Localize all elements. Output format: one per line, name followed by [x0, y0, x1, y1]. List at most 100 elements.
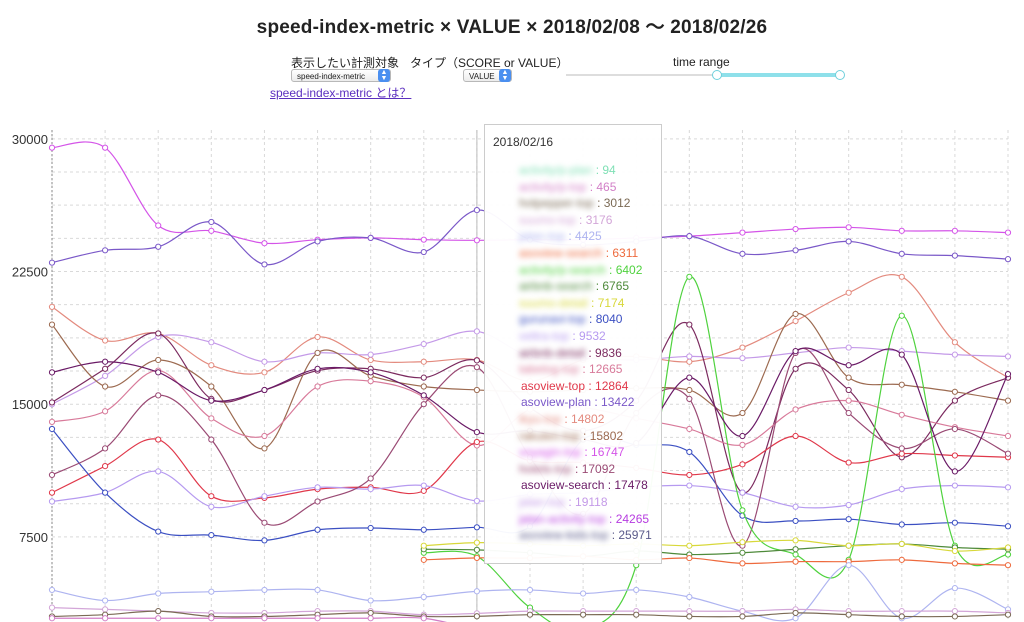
- data-point: [261, 369, 268, 376]
- data-point: [155, 330, 162, 337]
- data-point: [686, 554, 693, 562]
- data-point: [686, 374, 693, 381]
- data-point: [48, 399, 56, 406]
- tooltip-row: ikyu-top : 14802: [485, 412, 663, 426]
- data-point: [951, 482, 958, 489]
- time-range-track[interactable]: [566, 74, 840, 76]
- data-point: [155, 528, 162, 535]
- data-point: [208, 493, 215, 500]
- data-point: [208, 436, 215, 443]
- data-point: [48, 604, 56, 611]
- tooltip-row: suumo-top : 3176: [485, 213, 663, 227]
- data-point: [898, 273, 905, 280]
- data-point: [155, 436, 162, 443]
- tooltip-row: asoview-search : 6311: [485, 246, 663, 260]
- tooltip-row-value: : 14802: [561, 412, 605, 426]
- time-range-start-handle[interactable]: [711, 70, 722, 80]
- data-point: [261, 537, 268, 544]
- type-select[interactable]: VALUE ▲ ▼: [463, 69, 512, 82]
- data-point: [792, 517, 799, 525]
- data-point: [1004, 611, 1012, 618]
- data-point: [1004, 432, 1012, 440]
- tooltip-row-label: activity/p-top: [519, 179, 587, 194]
- data-point: [739, 229, 746, 236]
- data-point: [686, 613, 693, 620]
- tooltip-row: veltra-top : 9532: [485, 329, 663, 343]
- data-point: [102, 606, 109, 613]
- data-point: [473, 524, 480, 531]
- data-point: [792, 432, 799, 440]
- data-point: [155, 222, 162, 229]
- data-point: [261, 586, 268, 594]
- data-point: [686, 425, 693, 433]
- data-point: [473, 613, 480, 620]
- data-point: [473, 357, 480, 364]
- data-point: [261, 358, 268, 365]
- data-point: [898, 227, 905, 234]
- data-point: [686, 542, 693, 549]
- data-point: [898, 445, 905, 452]
- data-point: [792, 310, 799, 318]
- data-point: [155, 392, 162, 399]
- data-point: [314, 484, 321, 491]
- tooltip-row-value: : 16747: [581, 445, 625, 460]
- tooltip-row-label: voyagin-top: [519, 445, 582, 460]
- data-point: [845, 374, 852, 381]
- data-point: [420, 340, 427, 348]
- data-point: [367, 475, 374, 482]
- data-point: [686, 386, 693, 394]
- y-tick-label: 7500: [19, 530, 48, 545]
- time-range-end-handle[interactable]: [835, 70, 845, 80]
- data-point: [898, 521, 905, 528]
- data-point: [898, 450, 905, 457]
- data-point: [898, 556, 905, 563]
- target-select-value: speed-index-metric: [297, 72, 366, 81]
- data-point: [686, 358, 693, 365]
- data-point: [951, 519, 958, 526]
- data-point: [1004, 562, 1012, 569]
- data-point: [102, 383, 109, 390]
- data-point: [792, 551, 799, 558]
- data-point: [898, 411, 905, 418]
- y-tick-label: 22500: [12, 265, 48, 280]
- tooltip-row-label: rakuten-top: [519, 428, 580, 443]
- tooltip-row-value: : 6311: [602, 246, 639, 260]
- data-point: [314, 238, 321, 245]
- data-point: [102, 463, 109, 470]
- data-point: [951, 351, 958, 358]
- tooltip-row-value: : 12864: [585, 378, 629, 393]
- time-range-label: time range: [673, 55, 730, 69]
- target-select[interactable]: speed-index-metric ▲ ▼: [291, 69, 391, 82]
- data-point: [792, 537, 799, 544]
- data-point: [420, 593, 427, 601]
- data-point: [739, 489, 746, 496]
- data-point: [155, 243, 162, 250]
- data-point: [898, 381, 905, 388]
- data-point: [314, 333, 321, 341]
- tooltip-row-value: : 12665: [579, 362, 623, 377]
- data-point: [261, 493, 268, 500]
- data-point: [473, 328, 480, 335]
- data-point: [580, 590, 587, 597]
- data-point: [951, 608, 958, 615]
- tooltip-row-label: jalan-activity-top: [519, 511, 606, 526]
- data-point: [951, 252, 958, 259]
- tooltip-row-value: : 94: [592, 163, 616, 177]
- tooltip-row: voyagin-top : 16747: [485, 445, 663, 459]
- data-point: [48, 303, 56, 310]
- data-point: [845, 362, 852, 369]
- tooltip-row: asoview-kids-top : 25971: [485, 528, 663, 542]
- data-point: [845, 224, 852, 231]
- data-point: [208, 339, 215, 346]
- data-point: [420, 542, 427, 549]
- data-point: [367, 524, 374, 532]
- data-point: [792, 406, 799, 413]
- data-point: [48, 615, 56, 622]
- data-point: [208, 397, 215, 404]
- tooltip-row-value: : 6402: [605, 262, 643, 277]
- help-link[interactable]: speed-index-metric とは？: [270, 86, 412, 100]
- data-point: [314, 498, 321, 505]
- data-point: [633, 611, 640, 618]
- data-point: [792, 609, 799, 617]
- tooltip-row-label: tabelog-top: [519, 362, 580, 377]
